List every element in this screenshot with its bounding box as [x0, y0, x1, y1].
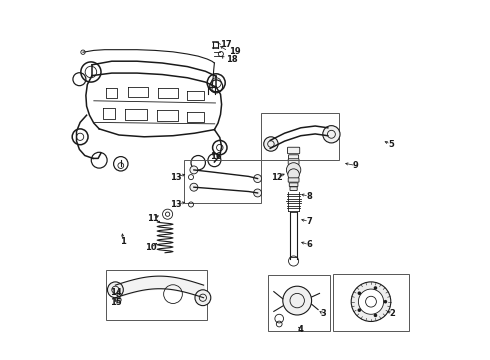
Text: 19: 19	[229, 47, 241, 56]
Circle shape	[384, 300, 387, 303]
Circle shape	[254, 189, 262, 197]
Circle shape	[254, 175, 262, 183]
Circle shape	[358, 291, 361, 295]
FancyBboxPatch shape	[288, 178, 299, 182]
Circle shape	[81, 50, 85, 54]
Circle shape	[190, 183, 198, 191]
Text: 14: 14	[110, 288, 122, 297]
Text: 6: 6	[306, 240, 312, 249]
Text: 11: 11	[147, 214, 159, 223]
Circle shape	[358, 309, 361, 312]
FancyBboxPatch shape	[290, 187, 297, 190]
Circle shape	[118, 163, 123, 168]
Circle shape	[374, 314, 377, 317]
Text: 16: 16	[210, 152, 221, 161]
Circle shape	[374, 286, 377, 290]
Text: 17: 17	[220, 40, 232, 49]
Circle shape	[323, 126, 340, 143]
FancyBboxPatch shape	[288, 147, 300, 154]
Text: 7: 7	[306, 217, 312, 226]
Circle shape	[288, 169, 299, 180]
FancyBboxPatch shape	[289, 155, 298, 160]
Circle shape	[264, 137, 278, 151]
Circle shape	[116, 297, 121, 303]
Circle shape	[190, 166, 198, 174]
FancyBboxPatch shape	[288, 159, 299, 165]
Circle shape	[286, 163, 301, 177]
Circle shape	[358, 289, 384, 314]
Text: 8: 8	[306, 192, 312, 201]
Circle shape	[195, 290, 211, 306]
Text: 15: 15	[110, 298, 122, 307]
Text: 5: 5	[388, 140, 394, 149]
Text: 9: 9	[353, 161, 359, 170]
Text: 13: 13	[170, 200, 182, 209]
FancyBboxPatch shape	[289, 183, 298, 186]
Circle shape	[351, 282, 391, 321]
Text: 18: 18	[226, 55, 238, 64]
Text: 13: 13	[170, 173, 182, 182]
Circle shape	[107, 282, 123, 298]
Text: 3: 3	[320, 310, 326, 319]
Text: 4: 4	[298, 325, 304, 334]
Text: 2: 2	[390, 310, 395, 319]
Text: 12: 12	[271, 173, 283, 182]
Text: 10: 10	[145, 243, 156, 252]
Circle shape	[283, 286, 312, 315]
Text: 1: 1	[121, 237, 126, 246]
